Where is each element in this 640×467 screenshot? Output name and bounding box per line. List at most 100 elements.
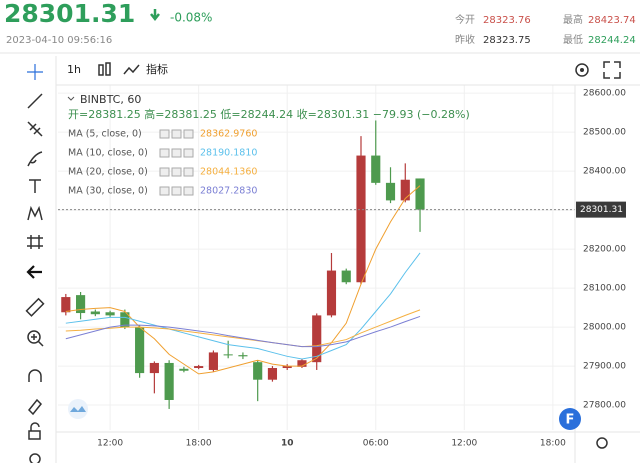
candle-body: [164, 362, 174, 400]
x-tick-label: 12:00: [97, 439, 123, 449]
y-tick-label: 28100.00: [583, 284, 626, 294]
indicator-icon: [123, 64, 140, 75]
candle-body: [120, 312, 130, 328]
candle-body: [400, 179, 410, 201]
candle-body: [297, 360, 307, 367]
candle-body: [149, 362, 159, 374]
change: -0.08%: [170, 11, 212, 25]
candle-body: [194, 366, 204, 369]
interval[interactable]: 1h: [67, 63, 81, 76]
ma-control: [171, 186, 182, 196]
indicators[interactable]: 指标: [146, 62, 168, 76]
ma-value: 28027.2830: [200, 186, 257, 197]
y-tick-label: 28000.00: [583, 323, 626, 333]
tool-text[interactable]: [29, 179, 41, 193]
candle-type[interactable]: [98, 62, 111, 76]
ma-control: [183, 167, 194, 177]
tool-pattern[interactable]: [27, 205, 43, 221]
y-tick-label: 28400.00: [583, 167, 626, 177]
ma-value: 28362.9760: [200, 129, 257, 140]
candle-body: [371, 155, 381, 183]
last-price-box: [576, 201, 626, 218]
ma-name: MA (20, close, 0): [68, 167, 148, 178]
svg-text:F: F: [566, 413, 575, 428]
stat-label: 昨收: [455, 33, 475, 46]
tool-measure[interactable]: [27, 235, 43, 249]
y-tick-label: 28600.00: [583, 89, 626, 99]
tool-lock-draw[interactable]: [27, 398, 43, 416]
candle-body: [238, 355, 248, 357]
x-tick-label: 10: [281, 439, 294, 449]
tool-back[interactable]: [26, 265, 42, 279]
ma-control: [159, 148, 170, 158]
tool-line[interactable]: [27, 93, 43, 109]
y-tick-label: 28500.00: [583, 128, 626, 138]
y-tick-label: 27800.00: [583, 401, 626, 411]
stat-value: 28323.76: [483, 15, 531, 26]
ma-line: [65, 315, 421, 348]
candle-body: [61, 297, 71, 313]
tool-fib[interactable]: [27, 121, 43, 137]
settings[interactable]: [575, 63, 589, 77]
ma-value: 28044.1360: [200, 167, 257, 178]
candle-body: [282, 366, 292, 369]
candle-body: [341, 270, 351, 283]
ohlc: 开=28381.25 高=28381.25 低=28244.24 收=28301…: [68, 107, 470, 121]
candle-body: [208, 352, 218, 370]
stat-label: 今开: [455, 13, 475, 26]
stat-value: 28423.74: [588, 15, 636, 26]
ma-value: 28190.1810: [200, 148, 257, 159]
y-tick-label: 28200.00: [583, 245, 626, 255]
x-tick-label: 18:00: [540, 439, 566, 449]
stat-value: 28323.75: [483, 35, 531, 46]
candle-body: [415, 178, 425, 210]
tool-brush[interactable]: [27, 151, 43, 167]
candle-body: [76, 295, 86, 314]
down-arrow: [150, 9, 160, 22]
x-tick-label: 06:00: [363, 439, 389, 449]
stat-value: 28244.24: [588, 35, 636, 46]
axis-settings[interactable]: [596, 437, 608, 449]
logo[interactable]: F: [559, 408, 581, 430]
ma-line: [65, 309, 421, 348]
candle-body: [356, 155, 366, 283]
ma-control: [171, 148, 182, 158]
candle-body: [179, 368, 189, 371]
stat-label: 最低: [563, 33, 583, 46]
ma-control: [159, 167, 170, 177]
tool-ruler[interactable]: [25, 297, 45, 317]
y-tick-label: 27900.00: [583, 362, 626, 372]
fullscreen[interactable]: [603, 61, 621, 79]
watermark: [68, 399, 88, 419]
tool-eye[interactable]: [29, 453, 41, 465]
candle-body: [312, 315, 322, 363]
candle-body: [253, 362, 263, 380]
ma-line: [65, 185, 421, 375]
tool-magnet[interactable]: [28, 369, 42, 382]
stat-label: 最高: [563, 13, 583, 26]
collapse[interactable]: [67, 96, 75, 101]
price: 28301.31: [4, 0, 135, 28]
ma-control: [183, 148, 194, 158]
ma-control: [171, 167, 182, 177]
candle-body: [267, 368, 278, 380]
candle-body: [223, 354, 233, 356]
ma-line: [65, 252, 421, 360]
candle-body: [385, 182, 396, 201]
ma-control: [159, 129, 170, 139]
tool-zoom[interactable]: [27, 330, 44, 347]
ma-name: MA (5, close, 0): [68, 129, 142, 140]
symbol: BINBTC, 60: [80, 93, 141, 106]
plot-area: [58, 85, 575, 430]
tool-lock[interactable]: [28, 422, 41, 440]
ma-control: [171, 129, 182, 139]
candle-body: [326, 270, 337, 316]
tool-crosshair[interactable]: [27, 64, 43, 80]
ma-name: MA (30, close, 0): [68, 186, 148, 197]
x-tick-label: 18:00: [186, 439, 212, 449]
candle-body: [105, 312, 115, 316]
ma-control: [183, 129, 194, 139]
x-tick-label: 12:00: [451, 439, 477, 449]
